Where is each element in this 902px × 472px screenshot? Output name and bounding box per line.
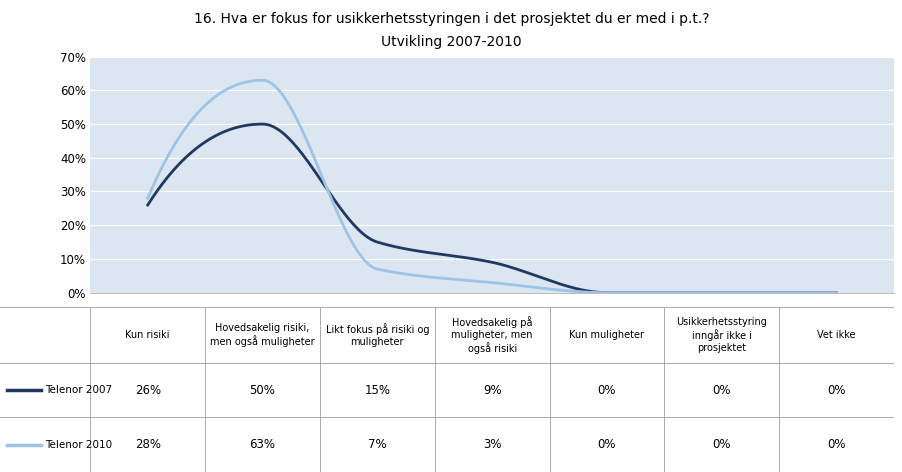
Text: 50%: 50% — [249, 384, 275, 397]
Text: Hovedsakelig risiki,
men også muligheter: Hovedsakelig risiki, men også muligheter — [210, 323, 315, 347]
Text: Utvikling 2007-2010: Utvikling 2007-2010 — [381, 35, 521, 50]
Text: Telenor 2010: Telenor 2010 — [45, 440, 112, 450]
Text: Vet ikke: Vet ikke — [816, 330, 855, 340]
Text: 0%: 0% — [712, 384, 731, 397]
Text: 0%: 0% — [826, 384, 845, 397]
Text: 3%: 3% — [483, 438, 501, 451]
Text: 0%: 0% — [712, 438, 731, 451]
Text: 0%: 0% — [826, 438, 845, 451]
Text: Telenor 2007: Telenor 2007 — [45, 385, 112, 395]
Text: 26%: 26% — [134, 384, 161, 397]
Text: Hovedsakelig på
muligheter, men
også risiki: Hovedsakelig på muligheter, men også ris… — [451, 316, 532, 354]
Text: 28%: 28% — [134, 438, 161, 451]
Text: 63%: 63% — [249, 438, 275, 451]
Text: Likt fokus på risiki og
muligheter: Likt fokus på risiki og muligheter — [326, 323, 428, 346]
Text: 0%: 0% — [597, 438, 615, 451]
Text: 15%: 15% — [364, 384, 390, 397]
Text: 16. Hva er fokus for usikkerhetsstyringen i det prosjektet du er med i p.t.?: 16. Hva er fokus for usikkerhetsstyringe… — [194, 12, 708, 26]
Text: 9%: 9% — [483, 384, 501, 397]
Text: 7%: 7% — [368, 438, 386, 451]
Text: Kun muligheter: Kun muligheter — [569, 330, 644, 340]
Text: 0%: 0% — [597, 384, 615, 397]
Text: Kun risiki: Kun risiki — [125, 330, 170, 340]
Text: Usikkerhetsstyring
inngår ikke i
prosjektet: Usikkerhetsstyring inngår ikke i prosjek… — [676, 317, 767, 353]
